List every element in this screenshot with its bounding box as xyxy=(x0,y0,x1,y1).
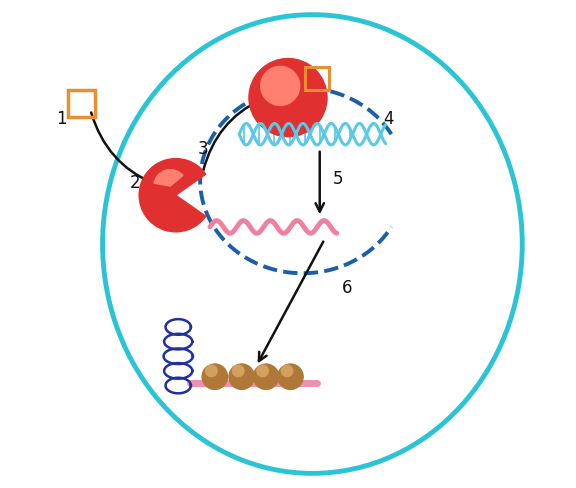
Wedge shape xyxy=(139,159,206,232)
Text: 2: 2 xyxy=(130,174,140,192)
Circle shape xyxy=(257,365,268,377)
Circle shape xyxy=(202,364,228,389)
Circle shape xyxy=(206,365,217,377)
Circle shape xyxy=(253,364,279,389)
Circle shape xyxy=(261,66,300,105)
Text: 6: 6 xyxy=(342,279,352,297)
Text: 5: 5 xyxy=(333,170,343,188)
Bar xyxy=(69,90,95,117)
Text: 3: 3 xyxy=(198,140,209,158)
Circle shape xyxy=(278,364,303,389)
Circle shape xyxy=(249,59,327,137)
Circle shape xyxy=(281,365,293,377)
Text: 1: 1 xyxy=(56,110,67,128)
Circle shape xyxy=(233,365,244,377)
Bar xyxy=(305,67,328,90)
Text: 4: 4 xyxy=(383,110,393,128)
Wedge shape xyxy=(154,170,183,186)
Circle shape xyxy=(229,364,255,389)
